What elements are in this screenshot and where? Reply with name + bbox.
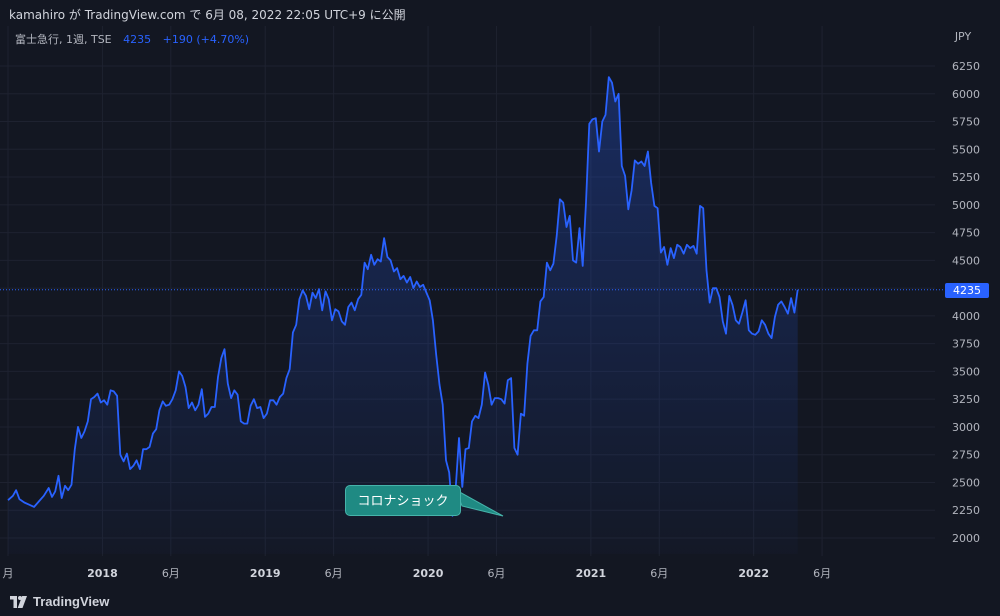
price-line [7,76,799,517]
y-tick-label: 6250 [952,60,980,73]
y-tick-label: 2000 [952,532,980,545]
y-tick-label: 2750 [952,449,980,462]
covid-shock-callout[interactable]: コロナショック [345,485,461,516]
x-tick-label: 6月 [813,567,831,580]
y-tick-label: 4750 [952,227,980,240]
y-tick-label: 6000 [952,88,980,101]
y-tick-label: 5750 [952,116,980,129]
price-chart[interactable]: 6250600057505500525050004750450042504000… [0,26,1000,586]
price-area-fill [8,77,798,554]
x-axis: 月 2018 6月 2019 6月 2020 6月 2021 6月 2022 6月 [3,567,832,580]
y-tick-label: 3750 [952,338,980,351]
tradingview-logo-icon [10,595,27,608]
x-tick-label: 月 [3,567,14,580]
y-tick-label: 2500 [952,476,980,489]
symbol-label: 富士急行, 1週, TSE [15,33,112,46]
x-tick-label: 2022 [738,567,769,580]
legend-price: 4235 [123,33,152,46]
x-tick-label: 2018 [87,567,118,580]
x-tick-label: 2021 [576,567,607,580]
x-tick-label: 6月 [650,567,668,580]
callout-pointer [455,488,504,517]
y-tick-label: 5500 [952,143,980,156]
bottom-bar: TradingView [0,586,1000,616]
x-tick-label: 6月 [325,567,343,580]
x-tick-label: 2020 [413,567,444,580]
x-tick-label: 6月 [487,567,505,580]
y-tick-label: 3250 [952,393,980,406]
x-tick-label: 6月 [162,567,180,580]
last-price-tag: 4235 [945,283,989,298]
y-tick-label: 4000 [952,310,980,323]
y-tick-label: 3500 [952,365,980,378]
legend-change: +190 (+4.70%) [162,33,250,46]
y-tick-label: 5250 [952,171,980,184]
y-tick-label: 3000 [952,421,980,434]
y-tick-label: 5000 [952,199,980,212]
tradingview-brand: TradingView [33,594,110,609]
tradingview-logo[interactable]: TradingView [10,594,109,609]
x-tick-label: 2019 [250,567,281,580]
symbol-legend: 富士急行, 1週, TSE 4235 +190 (+4.70%) [15,31,249,47]
top-bar: kamahiro が TradingView.com で 6月 08, 2022… [0,0,1000,26]
y-tick-label: 4500 [952,254,980,267]
published-info: kamahiro が TradingView.com で 6月 08, 2022… [9,8,406,22]
currency-label: JPY [954,30,972,43]
y-tick-label: 2250 [952,504,980,517]
